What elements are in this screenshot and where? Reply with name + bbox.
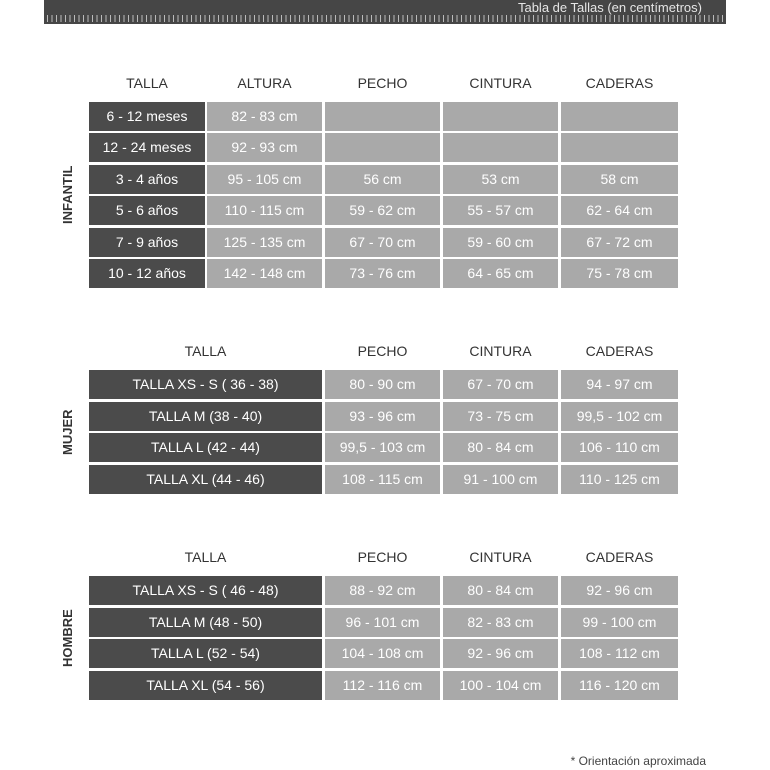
column-header: CADERAS: [585, 343, 654, 359]
measure-cell: [325, 102, 440, 131]
measure-cell: 92 - 96 cm: [443, 639, 558, 668]
column-header: TALLA: [184, 549, 227, 565]
measure-cell: 62 - 64 cm: [561, 196, 678, 225]
measure-cell: 100 - 104 cm: [443, 671, 558, 700]
measure-cell: 96 - 101 cm: [325, 608, 440, 637]
column-header: PECHO: [357, 549, 408, 565]
measure-cell: 104 - 108 cm: [325, 639, 440, 668]
size-cell: TALLA XL (54 - 56): [89, 671, 322, 700]
size-cell: TALLA M (38 - 40): [89, 402, 322, 431]
size-cell: TALLA L (52 - 54): [89, 639, 322, 668]
column-header: CADERAS: [585, 75, 654, 91]
measure-cell: 67 - 72 cm: [561, 228, 678, 257]
column-header: ALTURA: [237, 75, 292, 91]
column-header: PECHO: [357, 343, 408, 359]
measure-cell: 73 - 76 cm: [325, 259, 440, 288]
column-header: PECHO: [357, 75, 408, 91]
measure-cell: 80 - 84 cm: [443, 576, 558, 605]
size-cell: 3 - 4 años: [89, 165, 205, 194]
measure-cell: 82 - 83 cm: [443, 608, 558, 637]
measure-cell: [443, 102, 558, 131]
measure-cell: 53 cm: [443, 165, 558, 194]
column-header: CADERAS: [585, 549, 654, 565]
measure-cell: 56 cm: [325, 165, 440, 194]
header-bar: Tabla de Tallas (en centímetros): [44, 0, 726, 24]
measure-cell: 73 - 75 cm: [443, 402, 558, 431]
measure-cell: 99,5 - 103 cm: [325, 433, 440, 462]
measure-cell: 108 - 115 cm: [325, 465, 440, 494]
measure-cell: 80 - 84 cm: [443, 433, 558, 462]
measure-cell: 55 - 57 cm: [443, 196, 558, 225]
measure-cell: 67 - 70 cm: [443, 370, 558, 399]
measure-cell: [443, 133, 558, 162]
column-header: TALLA: [184, 343, 227, 359]
column-header: CINTURA: [469, 343, 532, 359]
size-cell: 5 - 6 años: [89, 196, 205, 225]
measure-cell: 106 - 110 cm: [561, 433, 678, 462]
ruler-decoration: [47, 15, 723, 22]
measure-cell: 99 - 100 cm: [561, 608, 678, 637]
column-header: CINTURA: [469, 75, 532, 91]
measure-cell: 93 - 96 cm: [325, 402, 440, 431]
size-cell: 12 - 24 meses: [89, 133, 205, 162]
size-cell: TALLA XL (44 - 46): [89, 465, 322, 494]
measure-cell: [561, 133, 678, 162]
measure-cell: 88 - 92 cm: [325, 576, 440, 605]
measure-cell: 99,5 - 102 cm: [561, 402, 678, 431]
section-label: MUJER: [60, 409, 75, 455]
measure-cell: 112 - 116 cm: [325, 671, 440, 700]
measure-cell: 110 - 125 cm: [561, 465, 678, 494]
measure-cell: 82 - 83 cm: [207, 102, 322, 131]
measure-cell: 92 - 96 cm: [561, 576, 678, 605]
measure-cell: 75 - 78 cm: [561, 259, 678, 288]
section-label: INFANTIL: [60, 165, 75, 225]
size-cell: 10 - 12 años: [89, 259, 205, 288]
measure-cell: 94 - 97 cm: [561, 370, 678, 399]
measure-cell: 125 - 135 cm: [207, 228, 322, 257]
measure-cell: 59 - 60 cm: [443, 228, 558, 257]
measure-cell: 92 - 93 cm: [207, 133, 322, 162]
measure-cell: 95 - 105 cm: [207, 165, 322, 194]
measure-cell: 80 - 90 cm: [325, 370, 440, 399]
size-cell: TALLA XS - S ( 46 - 48): [89, 576, 322, 605]
measure-cell: 59 - 62 cm: [325, 196, 440, 225]
size-cell: 6 - 12 meses: [89, 102, 205, 131]
measure-cell: 64 - 65 cm: [443, 259, 558, 288]
header-title: Tabla de Tallas (en centímetros): [517, 0, 702, 15]
measure-cell: 142 - 148 cm: [207, 259, 322, 288]
measure-cell: 108 - 112 cm: [561, 639, 678, 668]
measure-cell: 110 - 115 cm: [207, 196, 322, 225]
size-cell: TALLA L (42 - 44): [89, 433, 322, 462]
measure-cell: 116 - 120 cm: [561, 671, 678, 700]
footnote: * Orientación aproximada: [570, 754, 706, 768]
size-cell: TALLA XS - S ( 36 - 38): [89, 370, 322, 399]
measure-cell: 67 - 70 cm: [325, 228, 440, 257]
measure-cell: 91 - 100 cm: [443, 465, 558, 494]
measure-cell: [561, 102, 678, 131]
measure-cell: 58 cm: [561, 165, 678, 194]
measure-cell: [325, 133, 440, 162]
size-cell: TALLA M (48 - 50): [89, 608, 322, 637]
column-header: CINTURA: [469, 549, 532, 565]
section-label: HOMBRE: [60, 609, 75, 667]
column-header: TALLA: [126, 75, 168, 91]
size-cell: 7 - 9 años: [89, 228, 205, 257]
